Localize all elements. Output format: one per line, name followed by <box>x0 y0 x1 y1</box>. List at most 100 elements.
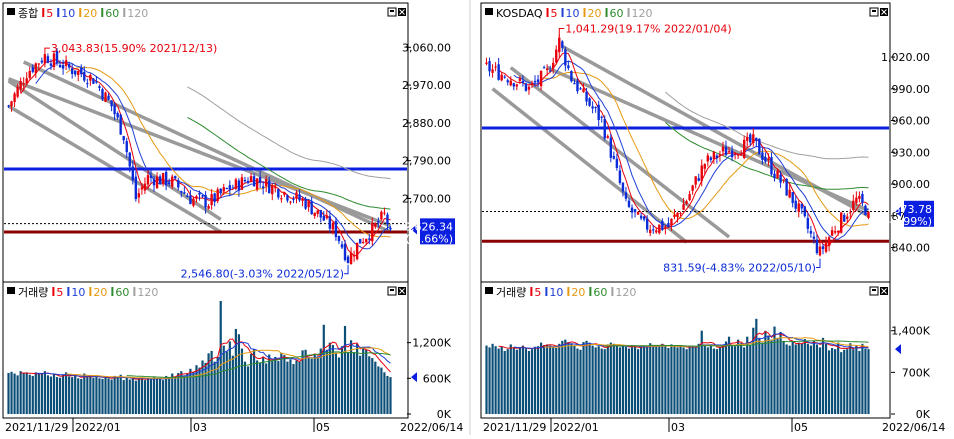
candle-body <box>280 198 283 200</box>
volume-bar <box>104 376 107 414</box>
window-icon[interactable] <box>869 7 879 17</box>
volume-bar <box>567 342 570 414</box>
volume-bar <box>661 343 664 414</box>
candle-body <box>358 238 362 244</box>
candle-body <box>274 187 277 189</box>
candle-body <box>591 106 594 109</box>
volume-bar <box>192 372 195 414</box>
candle-body <box>567 65 570 69</box>
candle-body <box>25 78 28 84</box>
candle-body <box>186 195 189 198</box>
candle-body <box>352 255 356 257</box>
volume-bar <box>331 344 334 414</box>
volume-bar <box>74 375 77 414</box>
volume-bar <box>259 362 262 414</box>
candle-body <box>174 176 177 179</box>
candle-body <box>198 192 201 195</box>
volume-bar <box>386 375 389 414</box>
candle-body <box>119 114 122 135</box>
candle-body <box>313 212 316 216</box>
volume-bar <box>359 355 362 414</box>
volume-bar <box>180 371 183 414</box>
volume-bar <box>594 347 597 414</box>
volume-bar <box>43 371 46 414</box>
candle-body <box>43 54 47 64</box>
volume-bar <box>255 360 259 414</box>
volume-bar <box>162 380 165 414</box>
candle-body <box>709 157 713 160</box>
candle-body <box>98 86 101 88</box>
close-icon[interactable] <box>398 287 406 295</box>
volume-bar <box>319 348 322 414</box>
candle-body <box>213 193 216 202</box>
legend-swatch-ma20 <box>79 8 82 17</box>
candle-body <box>630 207 634 213</box>
volume-bar <box>189 368 192 414</box>
volume-bar <box>600 348 603 414</box>
candle-body <box>207 206 210 209</box>
volume-bar <box>867 349 870 414</box>
candle-body <box>755 137 758 141</box>
volume-bar <box>316 356 319 414</box>
candle-body <box>852 200 855 210</box>
candle-body <box>727 151 731 153</box>
legend-label-ma10: 10 <box>71 286 85 299</box>
candle-body <box>849 212 852 214</box>
volume-bar <box>92 377 95 414</box>
candle-body <box>110 100 113 107</box>
candle-body <box>316 210 319 214</box>
volume-bar <box>77 378 80 414</box>
candle-body <box>788 189 791 198</box>
candle-body <box>83 71 86 81</box>
window-icon[interactable] <box>869 286 879 296</box>
volume-bar <box>86 377 89 414</box>
volume-bar <box>322 324 325 414</box>
volume-bar <box>19 371 22 414</box>
y-tick-label: 840.00 <box>892 242 931 255</box>
volume-bar <box>13 373 16 414</box>
legend-label-ma5: 5 <box>551 7 558 20</box>
kosdaq-legend: KOSDAQ 5 10 20 60 120 <box>485 7 653 20</box>
kospi-volume-y-axis: 1,200K 600K 0K <box>407 337 452 421</box>
volume-bar <box>682 347 685 414</box>
candle-body <box>570 70 573 82</box>
volume-bar <box>597 346 600 414</box>
close-icon[interactable] <box>880 8 888 16</box>
low-marker <box>815 258 821 268</box>
close-icon[interactable] <box>398 8 406 16</box>
volume-bar <box>582 342 585 414</box>
candle-body <box>542 67 546 69</box>
candle-body <box>673 214 676 218</box>
candle-body <box>564 49 567 66</box>
volume-bar <box>612 343 615 414</box>
candle-body <box>815 239 819 254</box>
low-annotation: 831.59(-4.83% 2022/05/10) <box>663 261 816 274</box>
volume-bar <box>673 346 676 414</box>
y-tick-label: 960.00 <box>892 115 931 128</box>
candle-body <box>618 170 622 184</box>
volume-bar <box>737 339 740 414</box>
candle-body <box>89 75 92 81</box>
ma10-line <box>35 61 391 250</box>
volume-bar <box>588 342 591 414</box>
y-tick-label: 2,970.00 <box>402 79 451 92</box>
candle-body <box>548 70 552 72</box>
volume-bar <box>649 343 652 414</box>
candle-body <box>824 242 828 252</box>
volume-bar <box>558 343 561 414</box>
volume-bar <box>688 346 691 414</box>
ma10-line <box>513 60 869 240</box>
legend-label-ma60: 60 <box>593 286 607 299</box>
x-tick-label: 2022/01 <box>75 421 121 434</box>
y-tick-label: 700K <box>902 366 931 379</box>
window-icon[interactable] <box>387 7 397 17</box>
candle-body <box>836 231 840 233</box>
candle-body <box>122 136 125 141</box>
volume-bar <box>852 349 855 414</box>
close-icon[interactable] <box>880 287 888 295</box>
candle-body <box>152 178 156 186</box>
window-icon[interactable] <box>387 286 397 296</box>
candle-body <box>661 221 664 230</box>
volume-bar <box>809 345 812 414</box>
volume-bar <box>219 300 222 414</box>
